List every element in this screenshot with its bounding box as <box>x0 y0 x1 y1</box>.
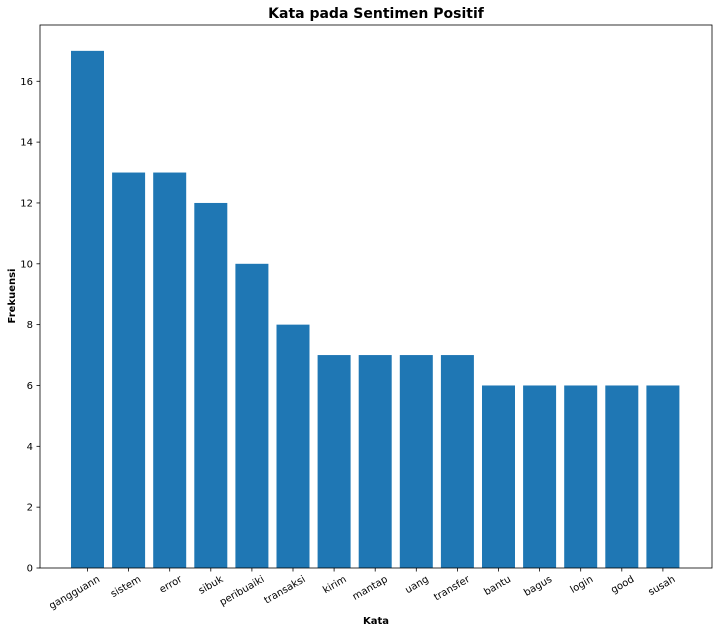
x-tick-label: sibuk <box>197 574 226 597</box>
x-tick-label: bantu <box>482 574 513 598</box>
bar-series <box>71 50 680 569</box>
x-tick-label: bagus <box>522 574 554 599</box>
y-tick-label: 16 <box>20 77 33 88</box>
x-tick-label: sistem <box>109 574 143 600</box>
bar-bantu <box>482 385 515 568</box>
y-axis-ticks: 0 2 4 6 8 10 12 14 16 <box>20 77 40 575</box>
y-tick-label: 12 <box>20 198 33 209</box>
x-tick-label: peribuaiki <box>218 574 266 608</box>
y-tick-label: 8 <box>27 320 33 331</box>
y-tick-label: 14 <box>20 138 33 149</box>
bar-bagus <box>523 385 557 568</box>
x-axis-label: Kata <box>363 616 389 627</box>
bar-transaksi <box>276 324 310 568</box>
y-tick-label: 10 <box>20 259 33 270</box>
y-tick-label: 6 <box>27 381 33 392</box>
y-tick-label: 2 <box>27 503 33 514</box>
x-tick-label: transfer <box>432 574 472 604</box>
x-tick-label: gangguann <box>47 574 102 612</box>
bar-sistem <box>112 172 146 568</box>
x-tick-label: uang <box>404 574 431 596</box>
x-tick-label: transaksi <box>262 574 307 606</box>
y-axis-label: Frekuensi <box>7 269 18 324</box>
bar-kirim <box>317 355 351 568</box>
bar-good <box>605 385 639 568</box>
plot-frame <box>39 24 713 569</box>
bar-transfer <box>440 355 474 568</box>
bar-uang <box>399 355 433 568</box>
x-axis-ticks: gangguann sistem error sibukperibuaikitrans… <box>47 568 677 612</box>
bar-susah <box>646 385 680 568</box>
bar-mantap <box>358 355 392 568</box>
bar-peribuaiki <box>235 263 269 568</box>
bar-gangguann <box>71 50 104 569</box>
x-tick-label: mantap <box>351 574 390 603</box>
x-tick-label: kirim <box>321 574 348 596</box>
x-tick-label: login <box>569 574 596 596</box>
bar-login <box>564 385 598 568</box>
y-tick-label: 0 <box>27 564 33 575</box>
x-tick-label: good <box>609 574 636 596</box>
y-tick-label: 4 <box>27 442 33 453</box>
chart-title: Kata pada Sentimen Positif <box>268 6 485 22</box>
bar-error <box>153 172 187 568</box>
x-tick-label: susah <box>647 574 678 598</box>
x-tick-label: error <box>158 574 185 596</box>
bar-sibuk <box>194 202 228 568</box>
